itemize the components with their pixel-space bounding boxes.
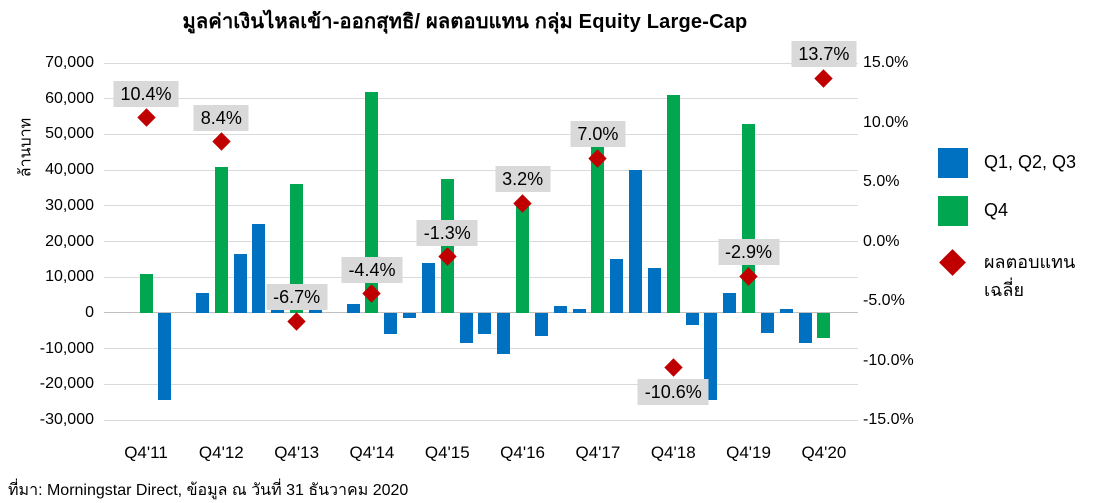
bar-Q1'16 [459, 312, 473, 344]
bar-Q3'19 [723, 293, 737, 313]
right-tick-5: 5.0% [863, 173, 900, 190]
left-tick-20000: 20,000 [45, 232, 94, 250]
bar-Q4'20 [817, 312, 831, 338]
right-tick-10: 10.0% [863, 113, 909, 131]
x-label-Q4'20: Q4'20 [801, 443, 847, 462]
left-tick-40000: 40,000 [45, 161, 94, 179]
return-label-Q4'13: -6.7% [266, 284, 328, 311]
gridline-70000 [104, 62, 858, 64]
bar-Q2'18 [629, 170, 643, 313]
bar-Q1'19 [685, 312, 699, 326]
gridline--10000 [104, 348, 858, 350]
right-tick--5: -5.0% [863, 292, 905, 309]
return-label-Q4'15: -1.3% [416, 219, 478, 246]
return-label-Q4'14: -4.4% [341, 256, 403, 283]
bar-Q4'16 [516, 204, 530, 313]
avg-return-diamond-icon [938, 248, 968, 278]
gridline-10000 [104, 276, 858, 278]
x-label-Q4'12: Q4'12 [198, 443, 244, 462]
bar-Q1'20 [760, 312, 774, 333]
return-diamond-Q4'13 [287, 312, 306, 331]
bar-Q4'19 [742, 123, 756, 313]
gridline-50000 [104, 133, 858, 135]
bar-Q2'15 [403, 312, 417, 319]
bar-Q3'15 [421, 262, 435, 313]
legend-label-avg-return: ผลตอบแทน เฉลี่ย [984, 252, 1076, 300]
x-label-Q4'19: Q4'19 [726, 443, 771, 462]
return-label-Q4'20: 13.7% [791, 41, 857, 68]
right-tick--10: -10.0% [863, 351, 914, 369]
bar-Q4'13 [290, 184, 304, 313]
bar-Q4'18 [666, 95, 680, 313]
bar-Q1'18 [610, 259, 624, 313]
return-label-Q4'16: 3.2% [495, 166, 551, 193]
bar-Q4'11 [139, 273, 153, 313]
x-label-Q4'14: Q4'14 [349, 443, 395, 462]
x-label-Q4'17: Q4'17 [575, 443, 621, 462]
gridline-40000 [104, 169, 858, 171]
right-tick--15: -15.0% [863, 411, 914, 428]
right-tick-15: 15.0% [863, 54, 909, 71]
return-diamond-Q4'11 [136, 108, 156, 127]
legend-item-avg-return: ผลตอบแทน เฉลี่ย [938, 248, 1096, 304]
left-tick--20000: -20,000 [39, 375, 94, 393]
q1q2q3-swatch-icon [938, 148, 968, 178]
return-label-Q4'18: -10.6% [637, 378, 709, 405]
left-tick-30000: 30,000 [45, 196, 94, 214]
bar-Q4'12 [214, 166, 228, 313]
bar-Q4'17 [591, 141, 605, 313]
bar-Q3'20 [798, 312, 812, 344]
bar-Q2'13 [252, 223, 266, 313]
return-label-Q4'17: 7.0% [570, 121, 626, 148]
chart-title: มูลค่าเงินไหลเข้า-ออกสุทธิ/ ผลตอบแทน กลุ… [182, 11, 748, 33]
bar-Q1'12 [158, 312, 172, 401]
return-diamond-Q4'12 [212, 132, 231, 151]
legend-item-q4: Q4 [938, 196, 1008, 226]
gridline--30000 [104, 419, 858, 421]
legend-item-q1q2q3: Q1, Q2, Q3 [938, 148, 1076, 178]
bar-Q3'14 [346, 303, 360, 313]
return-diamond-Q4'20 [814, 69, 834, 88]
bar-Q2'17 [553, 305, 567, 313]
gridline--20000 [104, 383, 858, 385]
bar-Q3'18 [647, 268, 661, 313]
x-label-Q4'11: Q4'11 [124, 443, 168, 462]
q4-swatch-icon [938, 196, 968, 226]
legend-label-q1q2q3: Q1, Q2, Q3 [984, 152, 1077, 172]
bar-Q3'16 [497, 312, 511, 354]
bar-Q1'17 [534, 312, 548, 337]
return-label-Q4'11: 10.4% [113, 80, 179, 107]
left-tick-10000: 10,000 [45, 268, 94, 286]
bar-Q3'12 [195, 293, 209, 313]
x-label-Q4'13: Q4'13 [274, 443, 320, 462]
left-tick--10000: -10,000 [39, 339, 94, 357]
source-note: ที่มา: Morningstar Direct, ข้อมูล ณ วันท… [8, 482, 409, 499]
bar-Q3'17 [572, 309, 586, 313]
left-tick-70000: 70,000 [45, 54, 94, 71]
legend-label-q4: Q4 [984, 200, 1009, 220]
return-label-Q4'12: 8.4% [193, 104, 249, 131]
x-label-Q4'15: Q4'15 [424, 443, 470, 462]
x-label-Q4'18: Q4'18 [650, 443, 696, 462]
return-label-Q4'19: -2.9% [718, 239, 780, 265]
x-label-Q4'16: Q4'16 [500, 443, 546, 462]
gridline-60000 [104, 98, 858, 100]
right-tick-0: 0.0% [863, 232, 900, 250]
bar-Q1'15 [384, 312, 398, 335]
bar-Q2'20 [779, 309, 793, 313]
left-tick--30000: -30,000 [39, 411, 94, 428]
gridline-30000 [104, 205, 858, 207]
left-tick-0: 0 [85, 303, 94, 321]
bar-Q1'13 [233, 253, 247, 313]
left-tick-50000: 50,000 [45, 125, 94, 143]
left-tick-60000: 60,000 [45, 89, 94, 107]
gridline-20000 [104, 241, 858, 242]
return-diamond-Q4'18 [664, 358, 683, 377]
bar-Q2'19 [704, 312, 718, 401]
bar-Q2'16 [478, 312, 492, 335]
